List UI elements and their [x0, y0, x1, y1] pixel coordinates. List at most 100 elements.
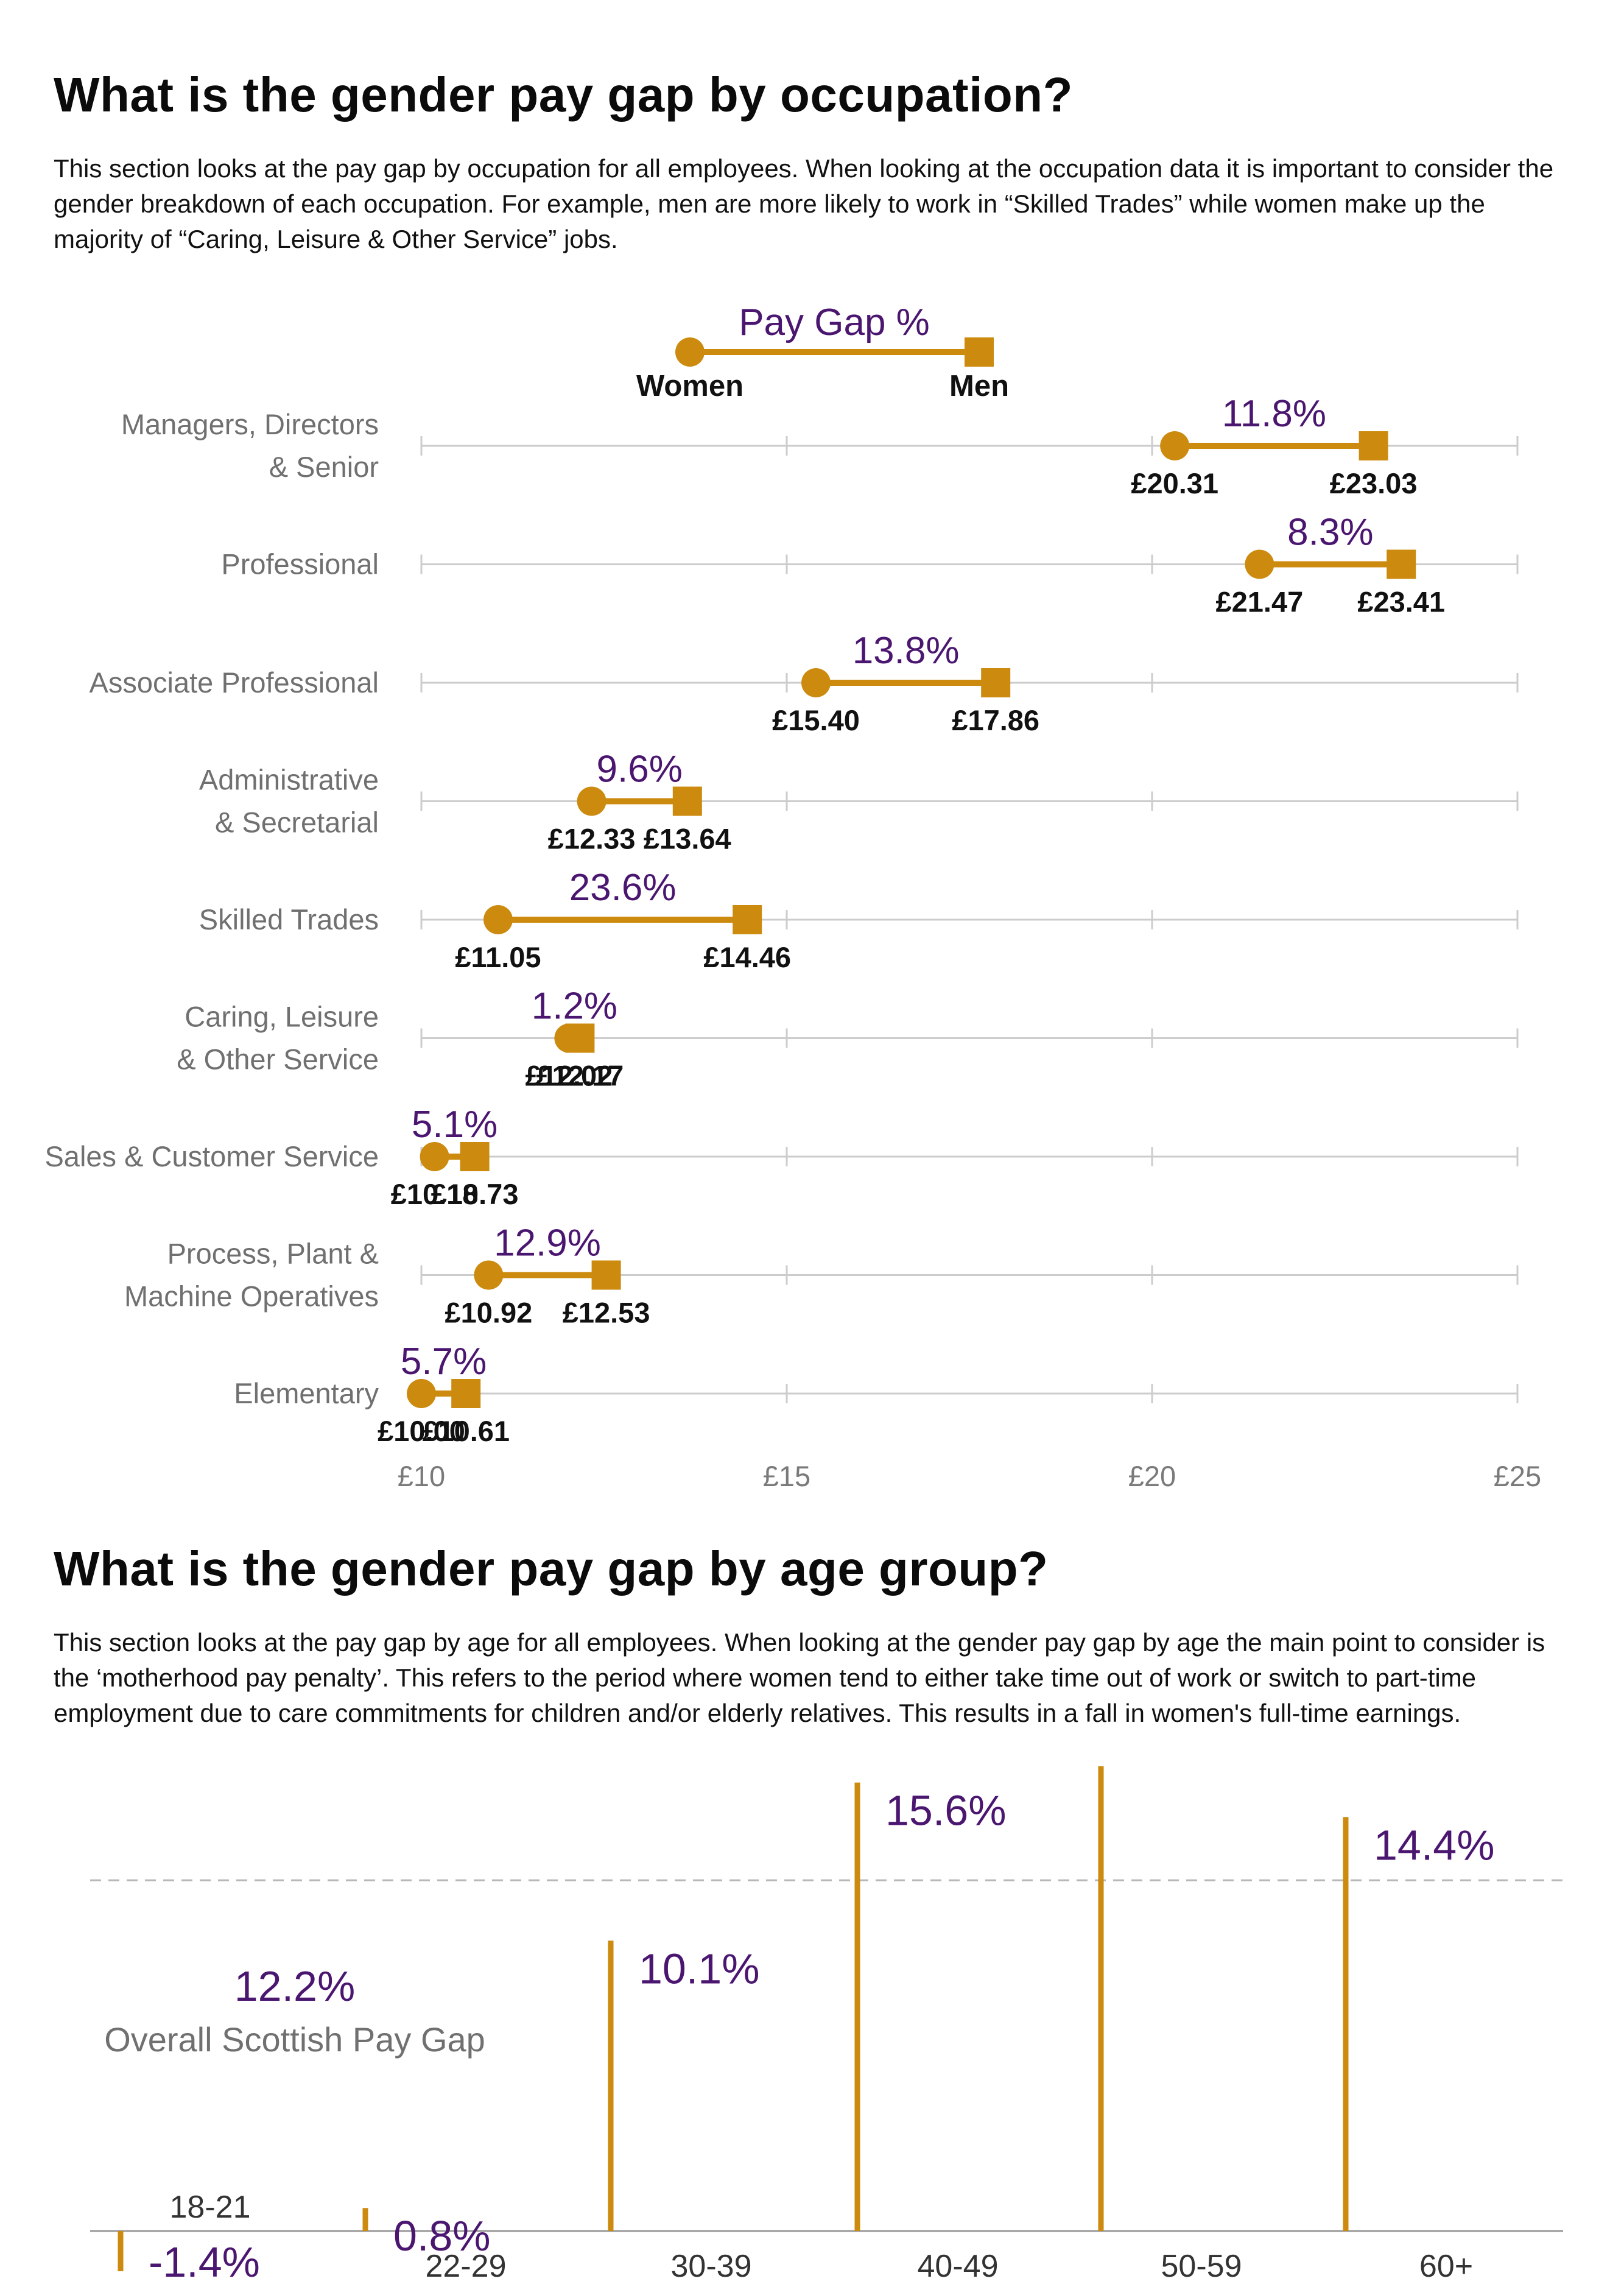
x-tick-label: £10 — [398, 1460, 445, 1492]
women-value-label: £12.02 — [526, 1060, 613, 1092]
category-label: & Other Service — [177, 1043, 379, 1076]
age-bar — [608, 1940, 614, 2231]
overall-gap-label: Overall Scottish Pay Gap — [104, 2020, 485, 2059]
men-marker — [981, 668, 1011, 697]
age-value-label: 15.6% — [885, 1787, 1006, 1835]
category-label: Caring, Leisure — [185, 1001, 379, 1033]
category-label: Administrative — [199, 764, 379, 796]
category-label: & Secretarial — [215, 806, 379, 839]
age-category-label: 40-49 — [918, 2249, 999, 2284]
legend-men-marker — [965, 337, 994, 367]
gap-percent-label: 5.7% — [401, 1341, 487, 1383]
men-marker — [565, 1023, 595, 1053]
gap-percent-label: 13.8% — [852, 630, 960, 672]
age-category-label: 18-21 — [170, 2190, 251, 2225]
women-marker — [483, 905, 513, 934]
category-label: Elementary — [234, 1377, 379, 1409]
age-value-label: 10.1% — [639, 1945, 759, 1992]
occupation-section-intro: This section looks at the pay gap by occ… — [54, 154, 1554, 253]
women-value-label: £20.31 — [1131, 467, 1218, 499]
men-marker — [1359, 431, 1388, 460]
men-value-label: £10.61 — [422, 1415, 510, 1447]
overall-gap-value: 12.2% — [234, 1962, 355, 2010]
women-value-label: £10.00 — [378, 1415, 465, 1447]
chart-legend: Pay Gap % Women Men — [636, 301, 1009, 403]
men-marker — [733, 905, 762, 934]
category-label: Professional — [221, 548, 379, 580]
category-label: Sales & Customer Service — [44, 1140, 379, 1172]
age-category-label: 50-59 — [1161, 2249, 1242, 2284]
occupation-row: Associate Professional 13.8% £15.40 £17.86 — [90, 630, 1519, 736]
gap-percent-label: 1.2% — [532, 985, 617, 1027]
occupation-dumbbell-chart: Pay Gap % Women Men Managers, Directors & Se… — [44, 301, 1541, 1492]
men-marker — [672, 786, 702, 816]
men-value-label: £12.53 — [563, 1297, 650, 1329]
x-tick-label: £20 — [1128, 1460, 1176, 1492]
category-label: Skilled Trades — [199, 903, 379, 936]
age-category-label: 60+ — [1419, 2249, 1473, 2284]
men-marker — [460, 1142, 490, 1171]
gap-percent-label: 23.6% — [569, 867, 677, 909]
age-value-label: -1.4% — [149, 2238, 260, 2284]
men-value-label: £17.86 — [952, 704, 1039, 736]
age-bar — [118, 2231, 124, 2272]
legend-men-label: Men — [949, 370, 1009, 403]
category-label: Process, Plant & — [167, 1238, 379, 1270]
age-value-label: 0.8% — [393, 2212, 491, 2260]
gap-percent-label: 8.3% — [1287, 512, 1373, 554]
women-marker — [801, 668, 831, 697]
women-value-label: £10.18 — [391, 1178, 479, 1210]
women-marker — [1160, 431, 1190, 460]
occupation-row: Caring, Leisure & Other Service 1.2% £12.02… — [177, 985, 1519, 1092]
men-value-label: £23.03 — [1330, 467, 1418, 499]
women-marker — [474, 1260, 504, 1290]
men-marker — [591, 1260, 621, 1290]
women-marker — [1245, 549, 1274, 579]
occupation-row: Managers, Directors & Senior 11.8%£20.31 £2… — [121, 393, 1519, 499]
men-marker — [1387, 549, 1416, 579]
age-section-title: What is the gender pay gap by age group? — [54, 1542, 1049, 1596]
men-value-label: £14.46 — [703, 941, 791, 973]
legend-title: Pay Gap % — [739, 301, 930, 344]
men-value-label: £10.73 — [431, 1178, 519, 1210]
occupation-section-title: What is the gender pay gap by occupation… — [54, 68, 1074, 122]
x-tick-label: £15 — [763, 1460, 810, 1492]
gap-percent-label: 9.6% — [597, 749, 683, 791]
occupation-row: Elementary 5.7% £10.00£10.61 — [234, 1341, 1519, 1447]
occupation-row: Skilled Trades 23.6% £11.05 £14.46 — [199, 867, 1519, 973]
occupation-row: Sales & Customer Service 5.1% £10.18£10.73 — [44, 1104, 1519, 1210]
age-bar — [1343, 1817, 1349, 2231]
women-value-label: £21.47 — [1216, 586, 1304, 618]
age-category-label: 22-29 — [426, 2249, 507, 2284]
age-bar — [854, 1782, 860, 2231]
women-value-label: £11.05 — [455, 941, 541, 973]
age-category-label: 30-39 — [671, 2249, 752, 2284]
women-marker — [577, 786, 606, 816]
category-label: Machine Operatives — [124, 1280, 379, 1313]
occupation-row: Administrative & Secretarial 9.6% £12.33 £13… — [199, 749, 1519, 855]
women-marker — [407, 1379, 436, 1408]
age-bar — [362, 2208, 368, 2231]
women-value-label: £12.33 — [548, 823, 636, 855]
men-marker — [451, 1379, 481, 1408]
men-value-label: £12.17 — [536, 1060, 624, 1092]
occupation-row: Professional 8.3% £21.47 £23.41 — [221, 512, 1519, 618]
women-marker — [420, 1142, 449, 1171]
age-value-label: 14.4% — [1374, 1821, 1494, 1869]
age-bar — [1098, 1766, 1104, 2231]
gap-percent-label: 12.9% — [494, 1222, 601, 1264]
category-label: Managers, Directors — [121, 408, 379, 440]
women-value-label: £15.40 — [772, 704, 860, 736]
men-value-label: £13.64 — [644, 823, 731, 855]
gap-percent-label: 11.8% — [1222, 393, 1326, 435]
occupation-row: Process, Plant & Machine Operatives 12.9% £… — [124, 1222, 1519, 1329]
category-label: Associate Professional — [90, 666, 379, 699]
women-value-label: £10.92 — [445, 1297, 533, 1329]
age-bar-chart: 12.2% Overall Scottish Pay Gap -1.4% 18-21 0… — [90, 1766, 1563, 2284]
x-tick-label: £25 — [1494, 1460, 1541, 1492]
gap-percent-label: 5.1% — [412, 1104, 497, 1146]
men-value-label: £23.41 — [1357, 586, 1445, 618]
legend-women-marker — [675, 337, 705, 367]
age-section-intro: This section looks at the pay gap by age… — [54, 1628, 1545, 1727]
legend-women-label: Women — [636, 370, 743, 403]
